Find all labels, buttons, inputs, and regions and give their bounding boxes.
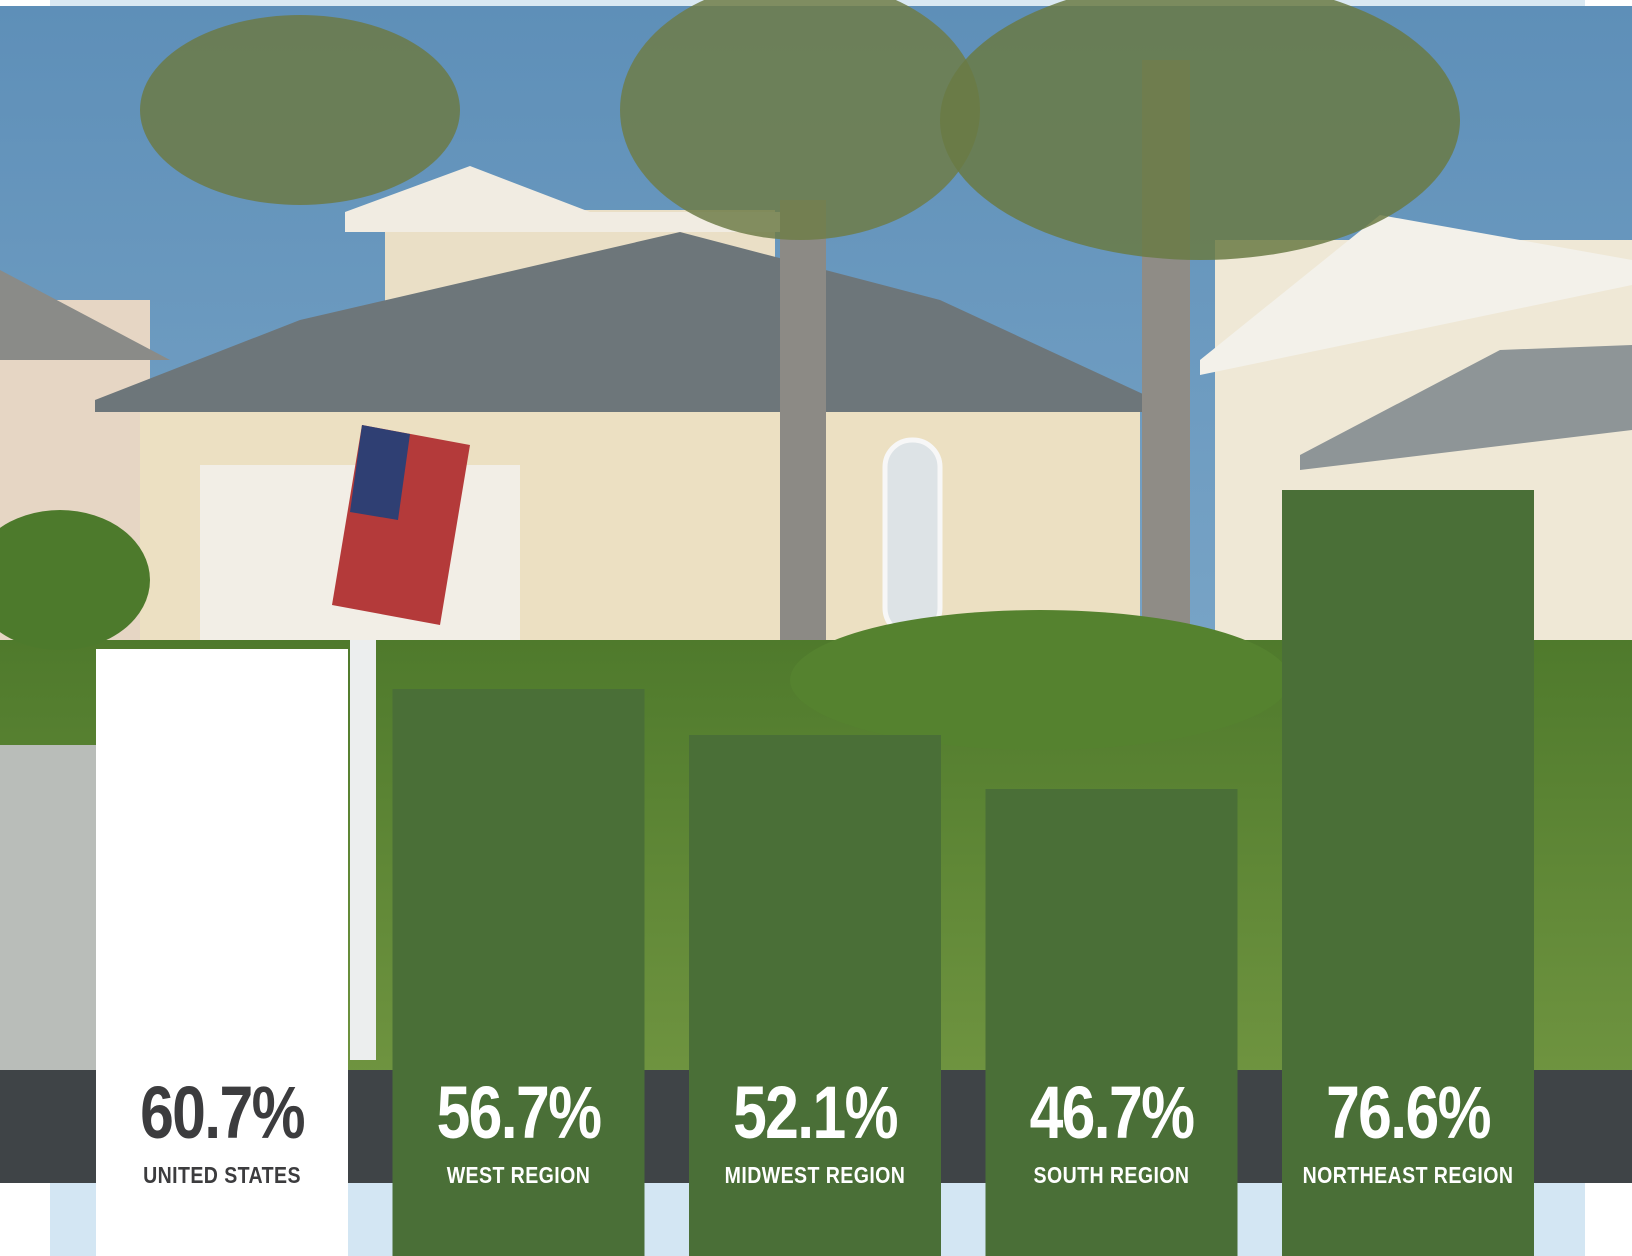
category-label: MIDWEST REGION (725, 1163, 906, 1189)
shrubs (790, 610, 1290, 750)
value-label: 46.7% (1030, 1072, 1194, 1154)
mailbox-post (350, 640, 376, 1060)
category-label: NORTHEAST REGION (1303, 1163, 1514, 1189)
category-label: UNITED STATES (143, 1163, 301, 1189)
page: 60.7% UNITED STATES 56.7% WEST REGION 52.1% M… (0, 0, 1632, 1256)
value-label: 76.6% (1326, 1072, 1490, 1154)
window (885, 440, 940, 635)
value-label: 60.7% (140, 1072, 304, 1154)
value-label: 56.7% (437, 1072, 601, 1154)
palm-trunk (780, 200, 826, 660)
category-label: SOUTH REGION (1034, 1163, 1190, 1189)
value-label: 52.1% (733, 1072, 897, 1154)
category-label: WEST REGION (447, 1163, 591, 1189)
chart: 60.7% UNITED STATES 56.7% WEST REGION 52.1% M… (0, 0, 1632, 1256)
palm-leaves (140, 15, 460, 205)
